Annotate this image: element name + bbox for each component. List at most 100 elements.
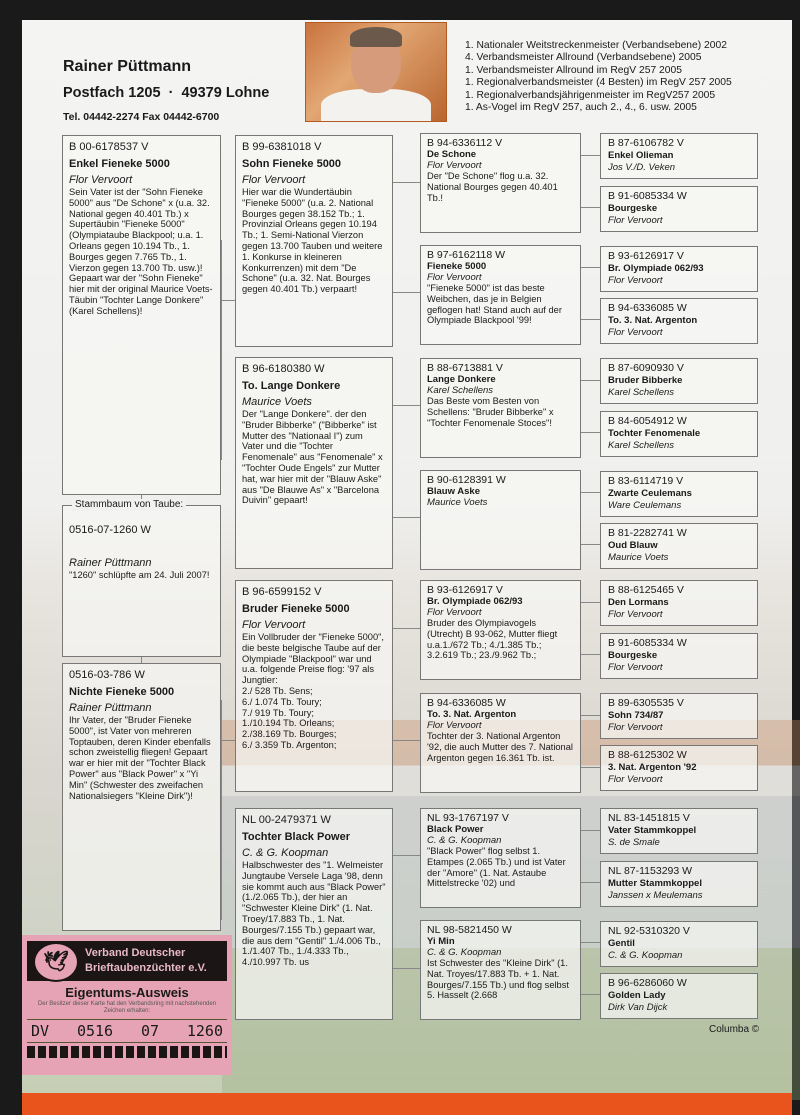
connector-line <box>392 740 420 741</box>
connector-line <box>580 767 600 768</box>
ring-number: NL 93-1767197 V <box>427 812 509 824</box>
pigeon-box: B 99-6381018 V Sohn Fieneke 5000 Flor Verv… <box>235 135 393 347</box>
ring-number: B 90-6128391 W <box>427 474 506 486</box>
achievement: 1. Nationaler Weitstreckenmeister (Verba… <box>465 40 727 51</box>
pigeon-name: To. Lange Donkere <box>242 380 341 392</box>
pigeon-name: To. 3. Nat. Argenton <box>608 315 698 326</box>
pigeon-box: B 91-6085334 W Bourgeske Flor Vervoort <box>600 633 758 679</box>
connector-line <box>580 654 600 655</box>
breeder: Flor Vervoort <box>608 327 663 338</box>
ring-number: NL 98-5821450 W <box>427 924 512 936</box>
pigeon-box: NL 83-1451815 V Vater Stammkoppel S. de Sm… <box>600 808 758 854</box>
connector-line <box>221 240 222 460</box>
breeder: Flor Vervoort <box>242 619 306 631</box>
pigeon-name: Gentil <box>608 938 635 949</box>
connector-line <box>141 657 142 663</box>
pigeon-name: Br. Olympiade 062/93 <box>427 596 523 607</box>
connector-line <box>392 968 420 969</box>
connector-line <box>580 602 600 603</box>
breeder: Rainer Püttmann <box>69 557 152 569</box>
card-subtitle: Der Besitzer dieser Karte hat den Verban… <box>37 1001 217 1014</box>
ring-number: B 88-6125465 V <box>608 584 684 596</box>
ring-number: B 88-6713881 V <box>427 362 503 374</box>
description: "Black Power" flog selbst 1. Etampes (2.… <box>427 846 566 889</box>
pigeon-box: B 93-6126917 V Br. Olympiade 062/93 Flor V… <box>420 580 581 680</box>
security-pattern <box>27 1046 227 1058</box>
ring-code: DV 0516 07 1260 <box>27 1019 227 1043</box>
pigeon-box: B 93-6126917 V Br. Olympiade 062/93 Flor V… <box>600 246 758 292</box>
breeder: Flor Vervoort <box>608 275 663 286</box>
connector-line <box>392 405 420 406</box>
pigeon-name: Black Power <box>427 824 484 835</box>
pigeon-box: B 94-6336085 W To. 3. Nat. Argenton Flor V… <box>420 693 581 793</box>
ring-number: 0516-07-1260 W <box>69 524 151 536</box>
connector-line <box>580 544 600 545</box>
description: Bruder des Olympiavogels (Utrecht) B 93-… <box>427 618 558 661</box>
pigeon-box: NL 98-5821450 W Yi Min C. & G. Koopman Ist … <box>420 920 581 1020</box>
pigeon-box: B 90-6128391 W Blauw Aske Maurice Voets <box>420 470 581 570</box>
pigeon-name: Den Lormans <box>608 597 669 608</box>
pigeon-box: B 00-6178537 V Enkel Fieneke 5000 Flor Ver… <box>62 135 221 495</box>
pigeon-box: B 88-6125465 V Den Lormans Flor Vervoort <box>600 580 758 626</box>
connector-line <box>580 155 600 156</box>
pigeon-name: Oud Blauw <box>608 540 658 551</box>
breeder: Flor Vervoort <box>608 215 663 226</box>
breeder: Flor Vervoort <box>242 174 306 186</box>
pigeon-box: B 97-6162118 W Fieneke 5000 Flor Vervoort "… <box>420 245 581 345</box>
ring-number: 1260 <box>186 1022 223 1040</box>
breeder: Karel Schellens <box>608 440 675 451</box>
pigeon-box: B 87-6106782 V Enkel Olieman Jos V./D. Vek… <box>600 133 758 179</box>
pigeon-name: Vater Stammkoppel <box>608 825 697 836</box>
achievement: 1. Regionalverbandsmeister (4 Besten) im… <box>465 77 732 89</box>
breeder: Flor Vervoort <box>427 720 482 731</box>
breeder: Maurice Voets <box>242 396 312 408</box>
connector-line <box>392 182 420 183</box>
breeder: Karel Schellens <box>427 385 494 396</box>
achievement: 1. Regionalverbandsjährigenmeister im Re… <box>465 89 716 101</box>
pigeon-box: B 88-6125302 W 3. Nat. Argenton '92 Flor V… <box>600 745 758 791</box>
connector-line <box>221 740 235 741</box>
ring-number: B 94-6336112 V <box>427 137 503 149</box>
pigeon-box: B 87-6090930 V Bruder Bibberke Karel Schel… <box>600 358 758 404</box>
connector-line <box>580 492 600 493</box>
subject-pigeon-box: 0516-07-1260 W Rainer Püttmann "1260" sc… <box>62 505 221 657</box>
connector-line <box>392 855 420 856</box>
pigeon-box: NL 93-1767197 V Black Power C. & G. Koopma… <box>420 808 581 908</box>
pigeon-name: Yi Min <box>427 936 455 947</box>
breeder: Ware Ceulemans <box>608 500 682 511</box>
connector-line <box>580 715 600 716</box>
connector-line <box>392 292 420 293</box>
pigeon-name: Zwarte Ceulemans <box>608 488 692 499</box>
pigeon-name: Enkel Fieneke 5000 <box>69 158 170 170</box>
description: Tochter der 3. National Argenton '92, di… <box>427 731 573 763</box>
pigeon-name: Tochter Black Power <box>242 831 350 843</box>
connector-line <box>580 830 600 831</box>
pigeon-name: Golden Lady <box>608 990 666 1001</box>
breeder: Flor Vervoort <box>608 722 663 733</box>
achievements-list: 1. Nationaler Weitstreckenmeister (Verba… <box>465 40 732 114</box>
description: Sein Vater ist der "Sohn Fieneke 5000" a… <box>69 187 213 316</box>
description: Der "De Schone" flog u.a. 32. National B… <box>427 171 558 203</box>
description: Der "Lange Donkere". der den "Bruder Bib… <box>242 409 383 506</box>
breeder-portrait-photo <box>305 22 447 122</box>
breeder: Karel Schellens <box>608 387 675 398</box>
pigeon-box: B 88-6713881 V Lange Donkere Karel Schelle… <box>420 358 581 458</box>
pigeon-box: 0516-03-786 W Nichte Fieneke 5000 Rainer P… <box>62 663 221 931</box>
description: "Fieneke 5000" ist das beste Weibchen, d… <box>427 283 562 326</box>
pigeon-box: NL 87-1153293 W Mutter Stammkoppel Janssen… <box>600 861 758 907</box>
ring-club: 0516 <box>76 1022 114 1040</box>
connector-line <box>580 319 600 320</box>
breeder: Flor Vervoort <box>427 160 482 171</box>
ring-number: B 94-6336085 W <box>608 302 687 314</box>
pigeon-box: NL 92-5310320 V Gentil C. & G. Koopman <box>600 921 758 967</box>
ring-number: B 87-6090930 V <box>608 362 684 374</box>
pedigree-label: Stammbaum von Taube: <box>72 499 187 511</box>
breeder: S. de Smale <box>608 837 660 848</box>
breeder: Rainer Püttmann <box>69 702 152 714</box>
connector-line <box>221 300 235 301</box>
ring-number: B 96-6180380 W <box>242 363 325 375</box>
breeder: C. & G. Koopman <box>427 947 502 958</box>
pigeon-box: B 96-6286060 W Golden Lady Dirk Van Dijck <box>600 973 758 1019</box>
ring-number: NL 92-5310320 V <box>608 925 690 937</box>
ring-number: 0516-03-786 W <box>69 669 145 681</box>
